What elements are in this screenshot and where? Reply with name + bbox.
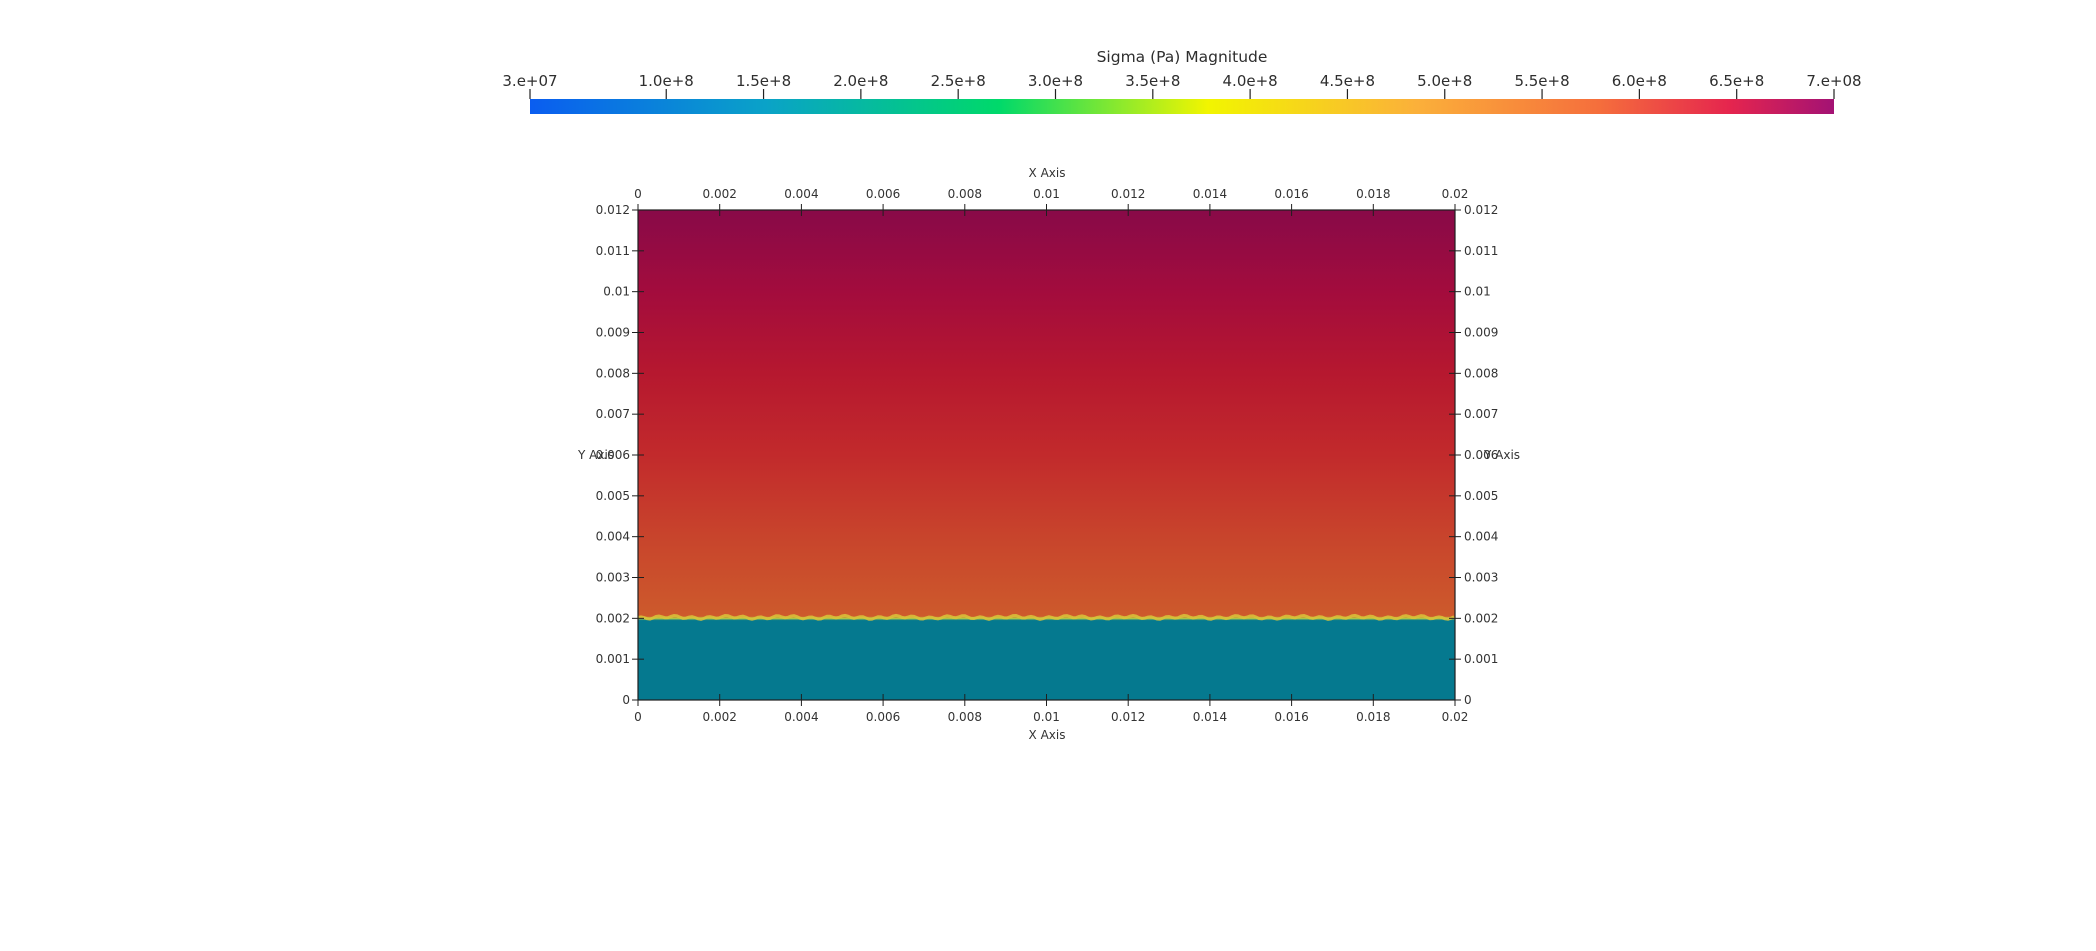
colorbar-tick-label: 2.0e+8 xyxy=(833,72,888,90)
x-tick-label-bottom: 0.01 xyxy=(1033,710,1060,724)
x-tick-label-bottom: 0.004 xyxy=(784,710,818,724)
x-tick-label-top: 0.02 xyxy=(1442,187,1469,201)
colorbar-tick-label: 3.5e+8 xyxy=(1125,72,1180,90)
x-tick-label-top: 0.006 xyxy=(866,187,900,201)
x-tick-label-bottom: 0.016 xyxy=(1274,710,1308,724)
colorbar-gradient xyxy=(530,99,1834,114)
sigma-field xyxy=(638,210,1455,700)
y-tick-label-left: 0.002 xyxy=(596,611,630,625)
y-tick-label-left: 0.004 xyxy=(596,530,630,544)
y-tick-label-left: 0.005 xyxy=(596,489,630,503)
y-tick-label-left: 0.008 xyxy=(596,366,630,380)
y-tick-label-right: 0.006 xyxy=(1464,448,1498,462)
x-tick-label-top: 0.002 xyxy=(703,187,737,201)
x-tick-label-top: 0.01 xyxy=(1033,187,1060,201)
y-tick-label-right: 0.005 xyxy=(1464,489,1498,503)
x-axis-title-top: X Axis xyxy=(1029,166,1066,180)
x-tick-label-bottom: 0.014 xyxy=(1193,710,1227,724)
y-axis-title-right: Y Axis xyxy=(1483,448,1520,462)
x-tick-label-top: 0 xyxy=(634,187,642,201)
colorbar: Sigma (Pa) Magnitude 3.e+07 1.0e+8 1.5e+8 2… xyxy=(502,48,1862,114)
colorbar-tick-label: 6.0e+8 xyxy=(1612,72,1667,90)
x-tick-label-top: 0.016 xyxy=(1274,187,1308,201)
colorbar-tick-label: 4.5e+8 xyxy=(1320,72,1375,90)
y-tick-label-right: 0.002 xyxy=(1464,611,1498,625)
y-tick-label-left: 0.003 xyxy=(596,571,630,585)
y-tick-label-right: 0.004 xyxy=(1464,530,1498,544)
x-tick-label-top: 0.004 xyxy=(784,187,818,201)
colorbar-tick-label: 2.5e+8 xyxy=(931,72,986,90)
y-tick-label-right: 0 xyxy=(1464,693,1472,707)
x-tick-label-bottom: 0.012 xyxy=(1111,710,1145,724)
y-tick-label-left: 0.001 xyxy=(596,652,630,666)
y-tick-label-left: 0.012 xyxy=(596,203,630,217)
x-tick-label-bottom: 0.006 xyxy=(866,710,900,724)
colorbar-tick-label: 5.0e+8 xyxy=(1417,72,1472,90)
y-tick-label-left: 0 xyxy=(622,693,630,707)
x-tick-label-bottom: 0.02 xyxy=(1442,710,1469,724)
y-tick-label-left: 0.009 xyxy=(596,326,630,340)
y-tick-label-left: 0.007 xyxy=(596,407,630,421)
x-tick-label-bottom: 0.018 xyxy=(1356,710,1390,724)
x-tick-label-top: 0.008 xyxy=(948,187,982,201)
colorbar-tick-label: 4.0e+8 xyxy=(1223,72,1278,90)
y-axis-title-left: Y Axis xyxy=(577,448,614,462)
y-tick-label-right: 0.007 xyxy=(1464,407,1498,421)
x-axis-title-bottom: X Axis xyxy=(1029,728,1066,742)
plot-area xyxy=(637,209,1456,701)
colorbar-tick-label: 5.5e+8 xyxy=(1514,72,1569,90)
colorbar-tick-label: 1.0e+8 xyxy=(639,72,694,90)
y-tick-label-right: 0.011 xyxy=(1464,244,1498,258)
x-tick-label-bottom: 0.002 xyxy=(703,710,737,724)
y-tick-label-right: 0.009 xyxy=(1464,326,1498,340)
x-tick-label-top: 0.014 xyxy=(1193,187,1227,201)
colorbar-tick-label: 6.5e+8 xyxy=(1709,72,1764,90)
colorbar-tick-label: 7.e+08 xyxy=(1806,72,1861,90)
axes-group: 000.0020.0020.0040.0040.0060.0060.0080.0… xyxy=(596,187,1499,724)
y-tick-label-right: 0.001 xyxy=(1464,652,1498,666)
colorbar-tick-label: 3.e+07 xyxy=(502,72,557,90)
colorbar-ticks: 3.e+07 1.0e+8 1.5e+8 2.0e+8 2.5e+8 3.0e+8 3.5e… xyxy=(502,72,1862,99)
interface-band xyxy=(637,613,1455,621)
y-tick-label-right: 0.008 xyxy=(1464,366,1498,380)
x-tick-label-bottom: 0.008 xyxy=(948,710,982,724)
y-tick-label-right: 0.012 xyxy=(1464,203,1498,217)
x-tick-label-bottom: 0 xyxy=(634,710,642,724)
colorbar-tick-label: 1.5e+8 xyxy=(736,72,791,90)
colorbar-title: Sigma (Pa) Magnitude xyxy=(1097,48,1268,66)
y-tick-label-right: 0.01 xyxy=(1464,285,1491,299)
y-tick-label-left: 0.006 xyxy=(596,448,630,462)
x-tick-label-top: 0.018 xyxy=(1356,187,1390,201)
y-tick-label-right: 0.003 xyxy=(1464,571,1498,585)
x-tick-label-top: 0.012 xyxy=(1111,187,1145,201)
y-tick-label-left: 0.01 xyxy=(603,285,630,299)
y-tick-label-left: 0.011 xyxy=(596,244,630,258)
colorbar-tick-label: 3.0e+8 xyxy=(1028,72,1083,90)
